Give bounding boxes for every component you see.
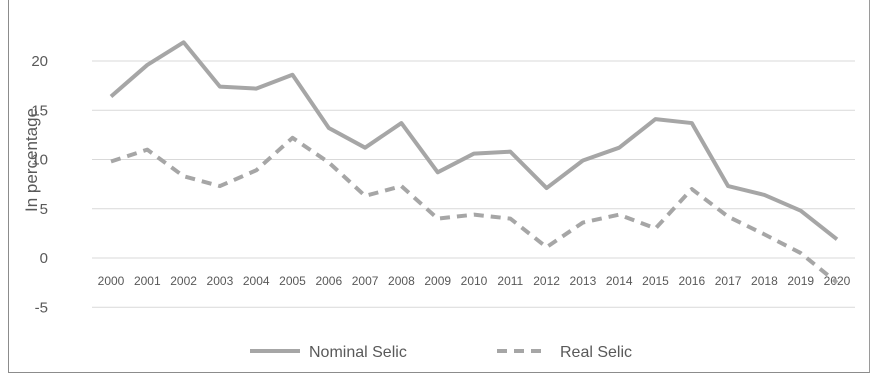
y-tick-label: 20 xyxy=(31,53,48,70)
y-tick-label: 0 xyxy=(40,250,48,267)
series-line-nominal-selic xyxy=(109,40,839,241)
x-tick-label: 2009 xyxy=(424,274,451,288)
series-lines xyxy=(109,40,839,285)
x-tick-label: 2010 xyxy=(461,274,488,288)
gridlines xyxy=(92,60,855,308)
x-tick-label: 2019 xyxy=(787,274,814,288)
x-tick-label: 2001 xyxy=(134,274,161,288)
x-tick-label: 2007 xyxy=(352,274,379,288)
series-line-real-selic xyxy=(110,135,839,285)
x-tick-label: 2002 xyxy=(170,274,197,288)
y-tick-label: 10 xyxy=(31,152,48,169)
x-tick-label: 2004 xyxy=(243,274,270,288)
y-tick-labels: -5 0 5 10 15 20 xyxy=(31,53,48,316)
x-tick-label: 2016 xyxy=(678,274,705,288)
chart-frame xyxy=(8,0,870,373)
x-tick-label: 2011 xyxy=(497,274,523,288)
y-tick-label: -5 xyxy=(35,299,48,316)
y-tick-label: 15 xyxy=(31,102,48,119)
x-tick-label: 2003 xyxy=(207,274,234,288)
x-tick-label: 2013 xyxy=(570,274,597,288)
x-tick-label: 2017 xyxy=(715,274,742,288)
legend-label: Nominal Selic xyxy=(309,344,407,361)
x-tick-label: 2015 xyxy=(642,274,669,288)
x-tick-label: 2012 xyxy=(533,274,560,288)
x-tick-label: 2006 xyxy=(315,274,342,288)
x-tick-label: 2014 xyxy=(606,274,633,288)
legend: Nominal Selic Real Selic xyxy=(250,344,632,361)
y-tick-label: 5 xyxy=(40,201,48,218)
x-tick-labels: 2000 2001 2002 2003 2004 2005 2006 2007 2008 2009… xyxy=(98,274,851,288)
x-tick-label: 2008 xyxy=(388,274,415,288)
legend-label: Real Selic xyxy=(560,344,632,361)
x-tick-label: 2018 xyxy=(751,274,778,288)
x-tick-label: 2005 xyxy=(279,274,306,288)
y-axis-label: In percentage xyxy=(22,108,41,212)
legend-item: Real Selic xyxy=(497,344,632,361)
x-tick-label: 2000 xyxy=(98,274,125,288)
legend-item: Nominal Selic xyxy=(250,344,407,361)
